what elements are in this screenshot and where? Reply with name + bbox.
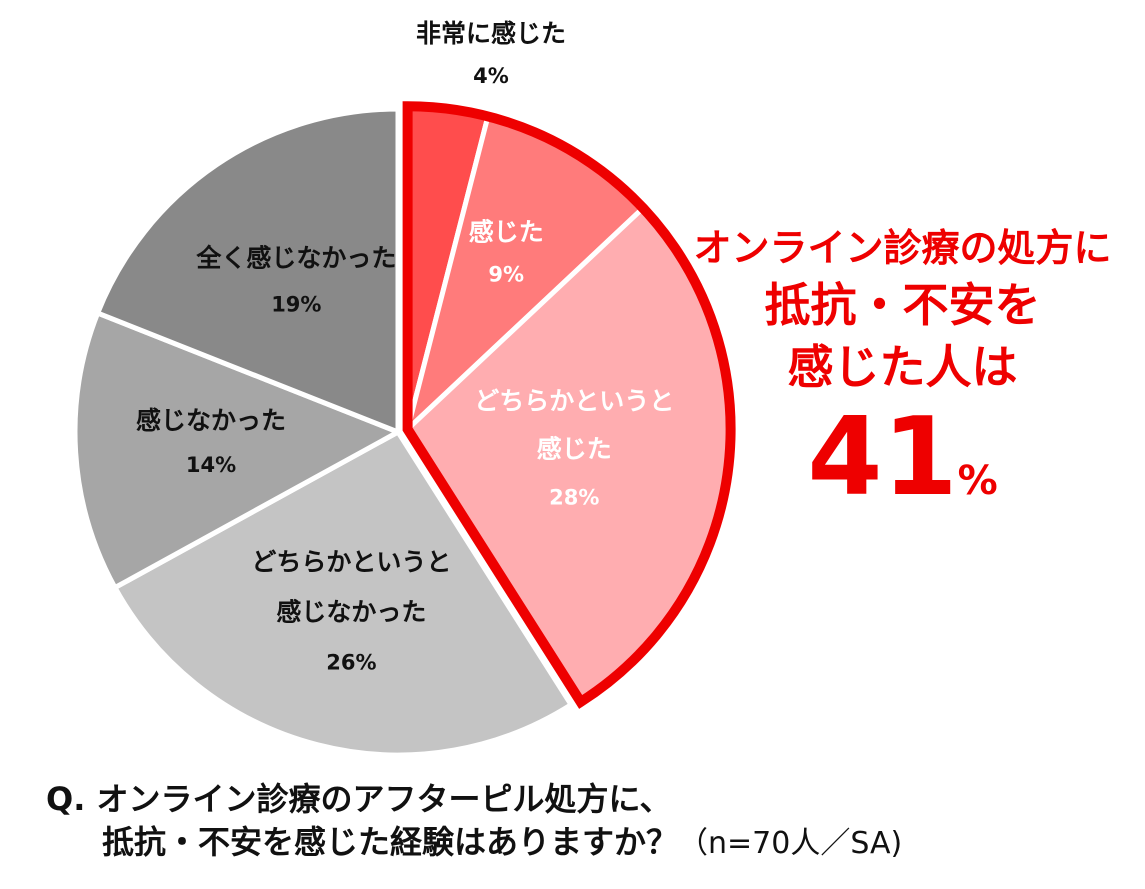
slice-label-3-line-1: どちらかというと	[474, 386, 674, 415]
highlight-callout: オンライン診療の処方に 抵抗・不安を 感じた人は 41%	[660, 222, 1145, 539]
highlight-outline	[402, 101, 736, 709]
callout-value: 41%	[660, 400, 1145, 539]
slice-label-5: 感じなかった	[136, 406, 286, 435]
pie-slice-6	[95, 106, 401, 435]
callout-line-2: 抵抗・不安を	[764, 278, 1041, 332]
question-text: Q. オンライン診療のアフターピル処方に、 抵抗・不安を感じた経験はありますか？…	[46, 778, 1126, 865]
slice-value-4: 26%	[326, 650, 376, 674]
slice-value-1: 4%	[473, 64, 509, 88]
callout-number: 41	[807, 395, 958, 520]
slice-label-group-6: 全く感じなかった 19%	[195, 243, 396, 316]
slice-label-4-line-1: どちらかというと	[251, 547, 451, 576]
slice-value-5: 14%	[186, 453, 236, 477]
pie-slice-5	[72, 310, 401, 591]
slice-label-3-line-2: 感じた	[537, 434, 612, 463]
slice-label-group-1: 非常に感じた 4%	[416, 19, 566, 88]
callout-unit: %	[957, 458, 998, 504]
sample-note: （n=70人／SA)	[678, 826, 903, 861]
slice-label-4-line-2: 感じなかった	[276, 597, 426, 626]
callout-line-1: オンライン診療の処方に	[693, 226, 1112, 270]
slice-label-1: 非常に感じた	[416, 19, 566, 48]
slice-value-6: 19%	[271, 292, 321, 316]
slice-label-group-5: 感じなかった 14%	[136, 406, 286, 477]
slice-value-3: 28%	[549, 485, 599, 509]
pie-slices	[72, 103, 734, 758]
slice-label-6: 全く感じなかった	[195, 243, 396, 272]
question-line-1: Q. オンライン診療のアフターピル処方に、	[46, 780, 672, 818]
pie-slice-4	[112, 429, 574, 758]
pie-chart: 非常に感じた4%感じた9%どちらかというと感じた28%どちらかというと感じなかっ…	[72, 19, 736, 758]
slice-label-group-2: 感じた 9%	[469, 217, 544, 286]
slice-value-2: 9%	[488, 262, 524, 286]
question-line-2-row: 抵抗・不安を感じた経験はありますか？（n=70人／SA)	[46, 821, 1126, 865]
question-line-2: 抵抗・不安を感じた経験はありますか？	[102, 823, 679, 861]
slice-label-2: 感じた	[469, 217, 544, 246]
callout-line-3: 感じた人は	[787, 340, 1018, 394]
